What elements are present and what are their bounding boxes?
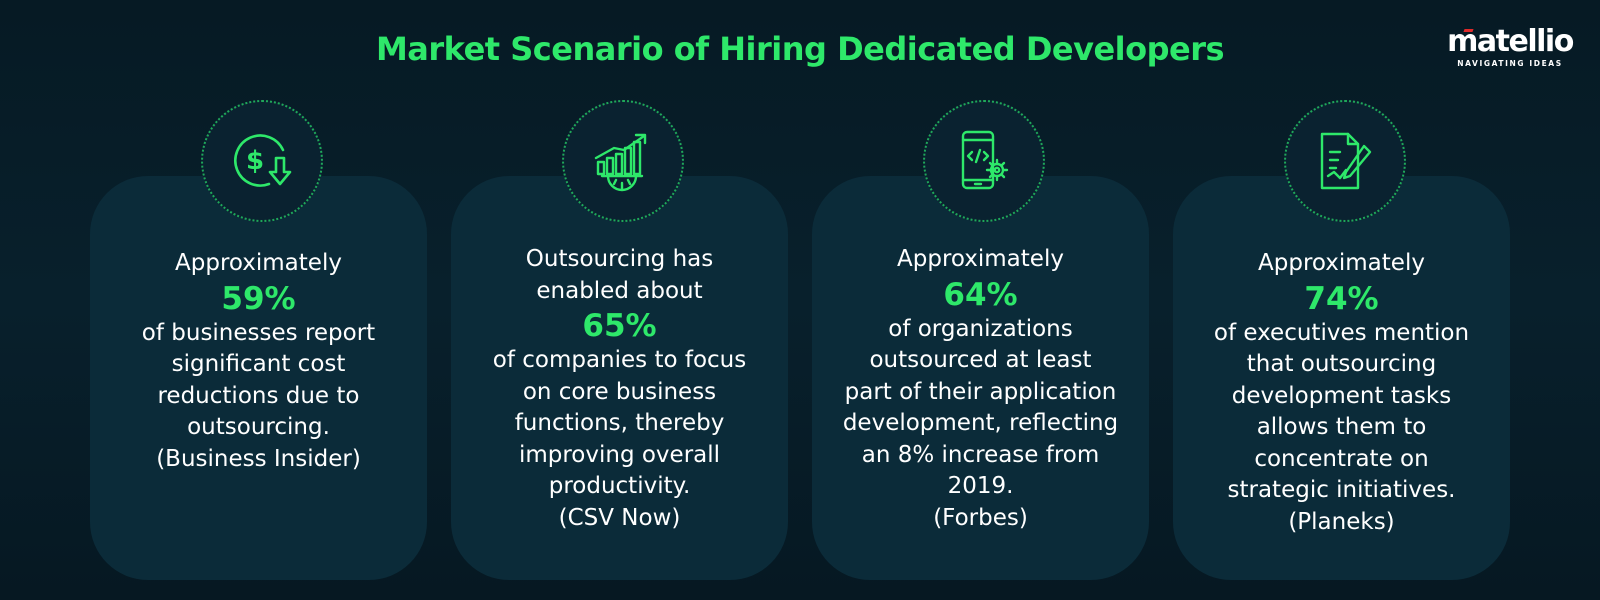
icon-badge-cost: $	[201, 100, 323, 222]
card-body-line: strategic initiatives.	[1227, 477, 1456, 503]
card-stat-value: 64%	[943, 276, 1018, 313]
card-body-line: development tasks	[1231, 382, 1452, 409]
card-body-line: significant cost	[171, 351, 346, 377]
card-body-line: development, reflecting	[842, 410, 1119, 436]
card-body-line: reductions due to	[157, 382, 360, 409]
card-body-line: part of their application	[844, 378, 1117, 405]
card-text: Approximately 64% of organizations outso…	[812, 244, 1149, 534]
stat-card-cost-reduction: Approximately 59% of businesses report s…	[90, 176, 427, 580]
card-text: Approximately 59% of businesses report s…	[90, 248, 427, 475]
card-intro-line: Approximately	[1258, 250, 1425, 276]
card-body-line: productivity.	[548, 473, 691, 499]
card-body-line: allows them to	[1256, 414, 1427, 440]
card-text: Approximately 74% of executives mention …	[1173, 248, 1510, 538]
logo-accent-mark	[1463, 29, 1474, 32]
card-body-line: concentrate on	[1254, 445, 1429, 472]
card-intro-line: enabled about	[536, 277, 703, 304]
card-body-line: an 8% increase from	[861, 441, 1100, 468]
card-body-line: on core business	[522, 378, 717, 405]
card-source: (CSV Now)	[558, 504, 681, 531]
card-intro-line: Approximately	[175, 250, 342, 276]
logo-tagline: NAVIGATING IDEAS	[1457, 59, 1563, 68]
card-body-line: of executives mention	[1213, 319, 1470, 346]
stat-card-strategic-initiatives: Approximately 74% of executives mention …	[1173, 176, 1510, 580]
page-title: Market Scenario of Hiring Dedicated Deve…	[375, 30, 1225, 68]
logo-wordmark: matellio	[1440, 26, 1580, 58]
card-body-line: outsourced at least	[869, 347, 1092, 373]
card-stat-value: 65%	[582, 308, 657, 344]
card-intro-line: Approximately	[897, 246, 1064, 272]
card-body-line: improving overall	[518, 441, 721, 468]
card-source: (Forbes)	[933, 504, 1028, 531]
card-body-line: of organizations	[888, 315, 1073, 342]
mobile-code-gear-icon	[961, 130, 1009, 190]
card-body-line: of companies to focus	[492, 347, 747, 373]
card-body-line: of businesses report	[141, 319, 376, 346]
icon-badge-mobile-dev	[923, 100, 1045, 222]
card-body-line: functions, thereby	[514, 410, 725, 436]
icon-badge-growth	[562, 100, 684, 222]
growth-chart-gear-icon	[594, 133, 647, 192]
card-stat-value: 74%	[1304, 280, 1379, 317]
stat-card-app-development: Approximately 64% of organizations outso…	[812, 176, 1149, 580]
card-intro-line: Outsourcing has	[525, 246, 714, 272]
svg-text:$: $	[246, 146, 264, 176]
card-stat-value: 59%	[221, 280, 296, 317]
card-source: (Business Insider)	[156, 445, 361, 472]
card-body-line: 2019.	[947, 473, 1014, 499]
stat-card-core-focus: Outsourcing has enabled about 65% of com…	[451, 176, 788, 580]
card-body-line: that outsourcing	[1246, 351, 1437, 377]
card-body-line: outsourcing.	[187, 414, 330, 440]
icon-badge-document	[1284, 100, 1406, 222]
card-source: (Planeks)	[1288, 508, 1395, 535]
document-pen-icon	[1320, 132, 1372, 190]
matellio-logo: matellio NAVIGATING IDEAS	[1440, 26, 1580, 69]
dollar-cost-down-icon: $	[234, 134, 292, 187]
card-text: Outsourcing has enabled about 65% of com…	[451, 244, 788, 534]
